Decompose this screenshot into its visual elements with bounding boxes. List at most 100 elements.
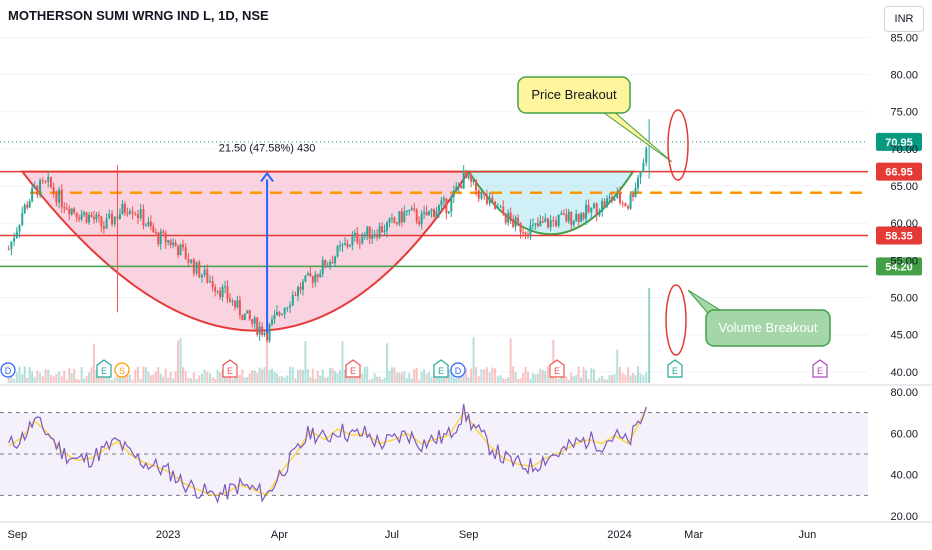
candle-body[interactable] xyxy=(126,212,129,214)
candle-body[interactable] xyxy=(351,236,354,246)
time-axis[interactable]: Sep 2023 Apr Jul Sep 2024 Mar Jun xyxy=(8,529,817,541)
candle-body[interactable] xyxy=(214,287,217,292)
candle-body[interactable] xyxy=(238,300,241,316)
candle-body[interactable] xyxy=(231,300,234,302)
candle-body[interactable] xyxy=(336,246,339,257)
candle-body[interactable] xyxy=(442,198,445,201)
candle-body[interactable] xyxy=(268,324,271,341)
candle-body[interactable] xyxy=(373,234,376,236)
candle-body[interactable] xyxy=(627,206,630,209)
candle-body[interactable] xyxy=(356,232,359,243)
candle-body[interactable] xyxy=(346,243,349,247)
candle-body[interactable] xyxy=(339,245,342,247)
candle-body[interactable] xyxy=(21,212,24,225)
split-marker[interactable] xyxy=(114,362,130,378)
candle-body[interactable] xyxy=(575,214,578,222)
candle-body[interactable] xyxy=(181,244,184,248)
candle-body[interactable] xyxy=(534,223,537,225)
candle-body[interactable] xyxy=(75,212,78,218)
candle-body[interactable] xyxy=(162,231,165,233)
candle-body[interactable] xyxy=(363,234,366,237)
candle-body[interactable] xyxy=(291,294,294,306)
candle-body[interactable] xyxy=(420,213,423,225)
candle-body[interactable] xyxy=(241,315,244,321)
candle-body[interactable] xyxy=(44,181,47,183)
candle-body[interactable] xyxy=(134,213,137,215)
candle-body[interactable] xyxy=(314,274,317,283)
candle-body[interactable] xyxy=(157,232,160,245)
candle-body[interactable] xyxy=(512,219,515,227)
candle-body[interactable] xyxy=(388,218,391,223)
candle-body[interactable] xyxy=(371,235,374,239)
candle-body[interactable] xyxy=(494,201,497,209)
candle-body[interactable] xyxy=(206,269,209,283)
candle-body[interactable] xyxy=(366,226,369,235)
candle-body[interactable] xyxy=(570,211,573,225)
candle-body[interactable] xyxy=(200,275,203,278)
candle-body[interactable] xyxy=(554,220,557,226)
candle-body[interactable] xyxy=(60,189,63,208)
candle-body[interactable] xyxy=(472,179,475,182)
candle-body[interactable] xyxy=(179,244,182,256)
candle-body[interactable] xyxy=(329,261,332,266)
candle-body[interactable] xyxy=(522,232,525,234)
candle-body[interactable] xyxy=(63,207,66,209)
dividend-marker[interactable] xyxy=(0,362,16,378)
candle-body[interactable] xyxy=(152,226,155,233)
candle-body[interactable] xyxy=(440,200,443,206)
candle-body[interactable] xyxy=(341,244,344,246)
candle-body[interactable] xyxy=(634,187,637,197)
candle-body[interactable] xyxy=(192,259,195,274)
measure-tool[interactable]: 21.50 (47.58%) 430 xyxy=(219,142,316,334)
candle-body[interactable] xyxy=(105,218,108,229)
candle-body[interactable] xyxy=(549,220,552,228)
candle-body[interactable] xyxy=(280,314,283,316)
candle-body[interactable] xyxy=(390,217,393,219)
candle-body[interactable] xyxy=(319,273,322,278)
candle-body[interactable] xyxy=(483,192,486,195)
candle-body[interactable] xyxy=(26,204,29,208)
candle-body[interactable] xyxy=(616,192,619,199)
candle-body[interactable] xyxy=(144,225,147,227)
earnings-marker[interactable] xyxy=(222,359,238,378)
candle-body[interactable] xyxy=(208,281,211,283)
candle-body[interactable] xyxy=(509,212,512,220)
candle-body[interactable] xyxy=(85,212,88,223)
candle-body[interactable] xyxy=(294,294,297,296)
candle-body[interactable] xyxy=(28,201,31,208)
candle-body[interactable] xyxy=(465,170,468,179)
candle-body[interactable] xyxy=(18,224,21,232)
candle-body[interactable] xyxy=(603,201,606,207)
candle-body[interactable] xyxy=(383,230,386,233)
candle-body[interactable] xyxy=(243,313,246,321)
candle-body[interactable] xyxy=(198,262,201,278)
candle-body[interactable] xyxy=(348,245,351,247)
candle-body[interactable] xyxy=(378,226,381,238)
candle-body[interactable] xyxy=(536,223,539,227)
candle-body[interactable] xyxy=(83,212,86,215)
candle-body[interactable] xyxy=(33,185,36,188)
candle-body[interactable] xyxy=(23,204,26,213)
candle-body[interactable] xyxy=(316,274,319,278)
candle-body[interactable] xyxy=(159,231,162,245)
candle-body[interactable] xyxy=(557,214,560,226)
candle-body[interactable] xyxy=(624,202,627,207)
candle-body[interactable] xyxy=(7,249,10,251)
candle-body[interactable] xyxy=(216,290,219,292)
candle-body[interactable] xyxy=(632,193,635,197)
candle-body[interactable] xyxy=(376,234,379,238)
candle-body[interactable] xyxy=(410,208,413,211)
candle-body[interactable] xyxy=(169,240,172,245)
candle-body[interactable] xyxy=(273,315,276,320)
candle-body[interactable] xyxy=(582,213,585,219)
candle-body[interactable] xyxy=(418,221,421,225)
candle-body[interactable] xyxy=(425,211,428,216)
candle-body[interactable] xyxy=(78,217,81,220)
candle-body[interactable] xyxy=(263,332,266,335)
candle-body[interactable] xyxy=(49,176,52,187)
candle-body[interactable] xyxy=(41,180,44,182)
candles[interactable] xyxy=(7,119,650,343)
candle-body[interactable] xyxy=(13,237,16,242)
currency-button[interactable]: INR xyxy=(884,6,924,32)
